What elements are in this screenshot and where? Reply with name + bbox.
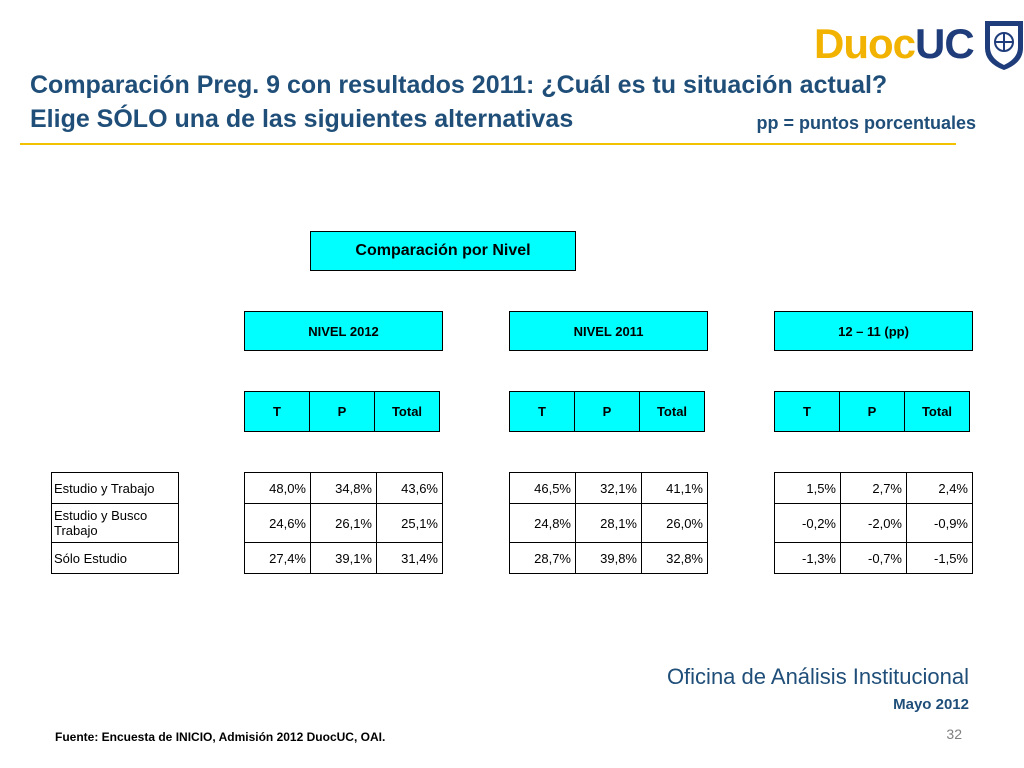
table-cell: 39,8% <box>575 542 642 574</box>
group-header-nivel-2011: NIVEL 2011 <box>509 311 708 351</box>
data-table-2012: 48,0% 34,8% 43,6% 24,6% 26,1% 25,1% 27,4… <box>244 472 443 574</box>
table-row: 1,5% 2,7% 2,4% <box>774 472 973 504</box>
subheader-p: P <box>839 391 905 432</box>
slide-title-line2: Elige SÓLO una de las siguientes alterna… <box>30 105 574 133</box>
subheader-total: Total <box>904 391 970 432</box>
table-cell: 39,1% <box>310 542 377 574</box>
subheader-total: Total <box>639 391 705 432</box>
table-cell: 1,5% <box>774 472 841 504</box>
table-cell: 43,6% <box>376 472 443 504</box>
table-cell: 32,8% <box>641 542 708 574</box>
table-cell: -1,3% <box>774 542 841 574</box>
table-row: 24,6% 26,1% 25,1% <box>244 503 443 543</box>
table-cell: 41,1% <box>641 472 708 504</box>
subheader-row-2011: T P Total <box>509 391 705 432</box>
slide-title-line1: Comparación Preg. 9 con resultados 2011:… <box>30 71 888 99</box>
table-cell: 28,7% <box>509 542 576 574</box>
table-row: 48,0% 34,8% 43,6% <box>244 472 443 504</box>
data-table-2011: 46,5% 32,1% 41,1% 24,8% 28,1% 26,0% 28,7… <box>509 472 708 574</box>
subheader-row-difference: T P Total <box>774 391 970 432</box>
table-cell: 34,8% <box>310 472 377 504</box>
group-header-nivel-2012: NIVEL 2012 <box>244 311 443 351</box>
data-table-difference: 1,5% 2,7% 2,4% -0,2% -2,0% -0,9% -1,3% -… <box>774 472 973 574</box>
group-header-difference: 12 – 11 (pp) <box>774 311 973 351</box>
table-cell: 24,8% <box>509 503 576 543</box>
source-note: Fuente: Encuesta de INICIO, Admisión 201… <box>55 730 386 744</box>
table-cell: 26,0% <box>641 503 708 543</box>
table-row: 46,5% 32,1% 41,1% <box>509 472 708 504</box>
table-row: Sólo Estudio <box>51 542 179 574</box>
table-row: 24,8% 28,1% 26,0% <box>509 503 708 543</box>
pp-note: pp = puntos porcentuales <box>756 113 976 133</box>
table-cell: 31,4% <box>376 542 443 574</box>
row-label: Estudio y Trabajo <box>51 472 179 504</box>
row-labels-table: Estudio y Trabajo Estudio y Busco Trabaj… <box>51 472 179 574</box>
table-cell: 27,4% <box>244 542 311 574</box>
subheader-total: Total <box>374 391 440 432</box>
table-cell: 26,1% <box>310 503 377 543</box>
subheader-t: T <box>244 391 310 432</box>
subheader-t: T <box>774 391 840 432</box>
title-divider <box>20 143 956 145</box>
subheader-row-2012: T P Total <box>244 391 440 432</box>
table-cell: 24,6% <box>244 503 311 543</box>
table-cell: -2,0% <box>840 503 907 543</box>
table-row: Estudio y Busco Trabajo <box>51 503 179 543</box>
table-cell: 32,1% <box>575 472 642 504</box>
table-row: Estudio y Trabajo <box>51 472 179 504</box>
duocuc-logo: DuocUC <box>814 18 1023 72</box>
table-cell: 48,0% <box>244 472 311 504</box>
office-name: Oficina de Análisis Institucional <box>666 664 969 689</box>
table-row: 28,7% 39,8% 32,8% <box>509 542 708 574</box>
table-row: 27,4% 39,1% 31,4% <box>244 542 443 574</box>
table-cell: 46,5% <box>509 472 576 504</box>
row-label: Sólo Estudio <box>51 542 179 574</box>
logo-uc-text: UC <box>915 20 975 67</box>
table-cell: 25,1% <box>376 503 443 543</box>
row-label: Estudio y Busco Trabajo <box>51 503 179 543</box>
table-cell: 28,1% <box>575 503 642 543</box>
logo-wordmark: DuocUC <box>814 20 975 68</box>
page-number: 32 <box>946 726 962 742</box>
logo-duoc-text: Duoc <box>814 20 916 67</box>
table-cell: -1,5% <box>906 542 973 574</box>
table-cell: -0,9% <box>906 503 973 543</box>
subheader-p: P <box>309 391 375 432</box>
subheader-t: T <box>509 391 575 432</box>
table-row: -0,2% -2,0% -0,9% <box>774 503 973 543</box>
university-seal-icon <box>985 21 1023 70</box>
table-row: -1,3% -0,7% -1,5% <box>774 542 973 574</box>
report-date: Mayo 2012 <box>893 696 969 713</box>
table-cell: 2,7% <box>840 472 907 504</box>
subheader-p: P <box>574 391 640 432</box>
table-cell: -0,7% <box>840 542 907 574</box>
slide-title: Comparación Preg. 9 con resultados 2011:… <box>30 68 910 136</box>
table-cell: 2,4% <box>906 472 973 504</box>
comparison-header: Comparación por Nivel <box>310 231 576 271</box>
table-cell: -0,2% <box>774 503 841 543</box>
